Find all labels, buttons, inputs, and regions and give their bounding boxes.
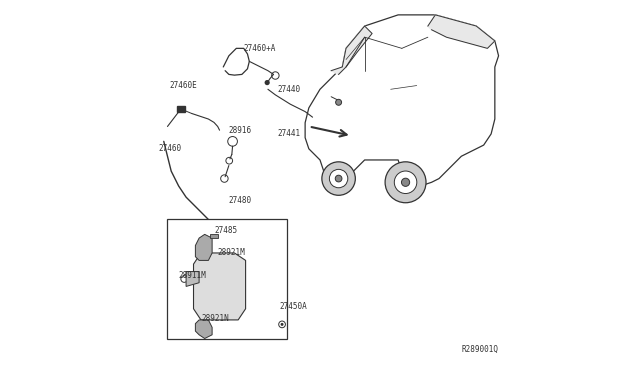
Circle shape <box>264 80 270 85</box>
Text: 27460+A: 27460+A <box>244 44 276 53</box>
Text: 27440: 27440 <box>277 85 300 94</box>
Polygon shape <box>331 26 372 74</box>
Text: R289001Q: R289001Q <box>461 345 499 354</box>
Circle shape <box>335 175 342 182</box>
Circle shape <box>280 323 284 326</box>
Text: 27485: 27485 <box>214 226 237 235</box>
Text: 27480: 27480 <box>229 196 252 205</box>
Circle shape <box>330 169 348 188</box>
Polygon shape <box>186 272 199 286</box>
Circle shape <box>322 162 355 195</box>
Circle shape <box>385 162 426 203</box>
Bar <box>211 234 218 238</box>
Bar <box>168 219 287 339</box>
Text: 27441: 27441 <box>277 129 300 138</box>
Polygon shape <box>195 234 212 260</box>
Polygon shape <box>195 320 212 339</box>
Circle shape <box>394 171 417 193</box>
Bar <box>177 106 185 112</box>
Text: 27450A: 27450A <box>279 302 307 311</box>
Circle shape <box>401 178 410 186</box>
Text: 28911M: 28911M <box>179 271 206 280</box>
Text: 28921M: 28921M <box>218 248 246 257</box>
Circle shape <box>335 99 342 105</box>
Text: 28916: 28916 <box>229 126 252 135</box>
Polygon shape <box>193 253 246 320</box>
Text: 27460E: 27460E <box>170 81 197 90</box>
Text: 28921N: 28921N <box>201 314 228 323</box>
Polygon shape <box>305 15 499 186</box>
Polygon shape <box>428 15 495 48</box>
Text: 27460: 27460 <box>158 144 181 153</box>
